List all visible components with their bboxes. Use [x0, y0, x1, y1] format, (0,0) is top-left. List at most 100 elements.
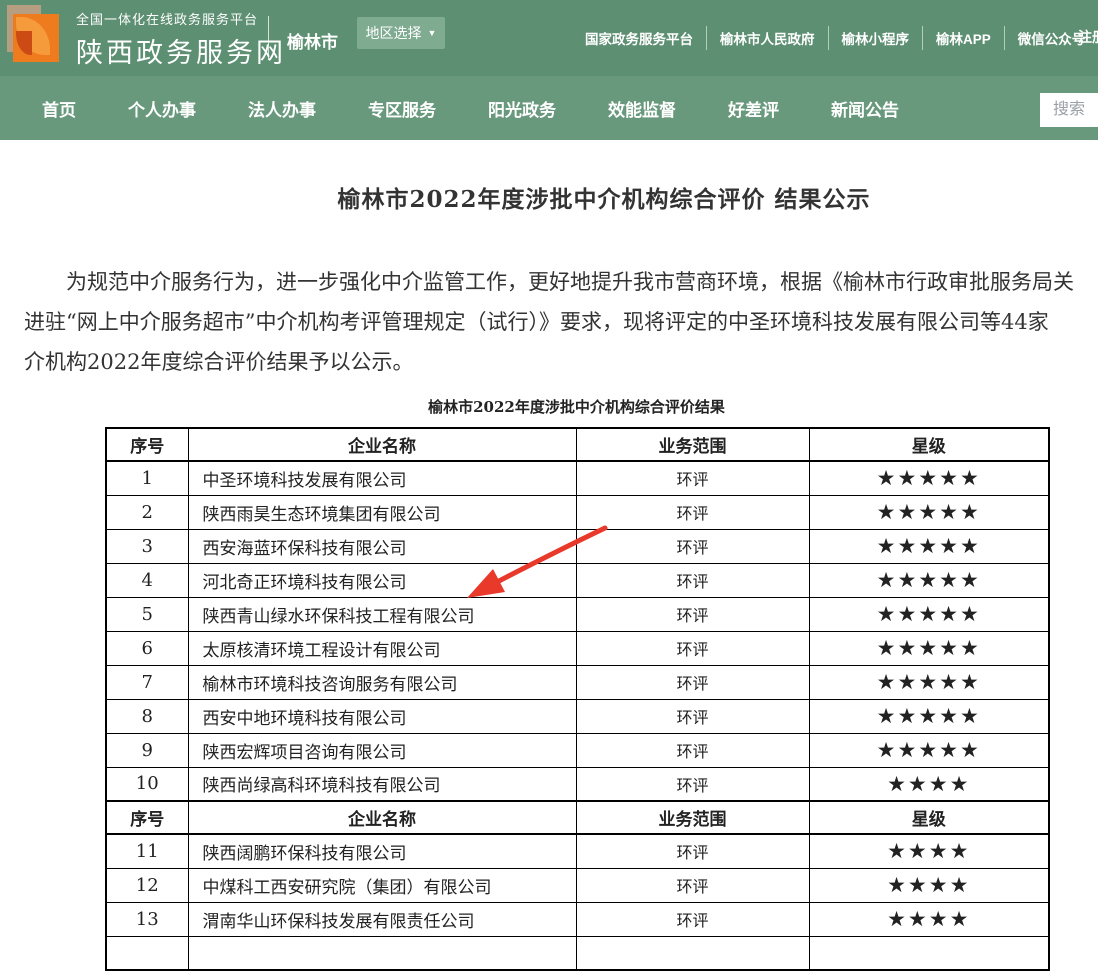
- company-name: 河北奇正环境科技有限公司: [187, 562, 577, 598]
- star-rating: ★★★★: [808, 766, 1050, 802]
- table-row: 6 太原核清环境工程设计有限公司 环评 ★★★★★: [105, 630, 1050, 666]
- company-name: 榆林市环境科技咨询服务有限公司: [187, 664, 577, 700]
- top-header: 全国一体化在线政务服务平台 陕西政务服务网 榆林市 地区选择 ▼ 国家政务服务平…: [0, 0, 1098, 76]
- table-row: 3 西安海蓝环保科技有限公司 环评 ★★★★★: [105, 528, 1050, 564]
- search-input[interactable]: [1040, 93, 1098, 127]
- nav-item-4[interactable]: 阳光政务: [488, 100, 556, 120]
- site-logo-icon: [7, 5, 65, 65]
- table-caption: 榆林市2022年度涉批中介机构综合评价结果: [428, 398, 725, 416]
- table-row: 8 西安中地环境科技有限公司 环评 ★★★★★: [105, 698, 1050, 734]
- business-scope: 环评: [575, 664, 810, 700]
- business-scope: 环评: [575, 528, 810, 564]
- nav-item-1[interactable]: 个人办事: [128, 100, 196, 120]
- row-number: 1: [105, 460, 189, 496]
- header-link-3[interactable]: 榆林APP: [923, 26, 1005, 50]
- table-row: 1 中圣环境科技发展有限公司 环评 ★★★★★: [105, 460, 1050, 496]
- page-title: 榆林市2022年度涉批中介机构综合评价 结果公示: [337, 186, 871, 213]
- company-name: 陕西青山绿水环保科技工程有限公司: [187, 596, 577, 632]
- empty-cell: [187, 935, 577, 971]
- nav-item-2[interactable]: 法人办事: [248, 100, 316, 120]
- article-content: 榆林市2022年度涉批中介机构综合评价 结果公示 为规范中介服务行为，进一步强化…: [24, 184, 1098, 971]
- paragraph-line: 介机构2022年度综合评价结果予以公示。: [24, 350, 414, 374]
- table-header-row: 序号 企业名称 业务范围 星级: [105, 800, 1050, 835]
- register-link[interactable]: 注册: [1078, 29, 1098, 45]
- column-header: 序号: [105, 427, 189, 462]
- table-row: 9 陕西宏辉项目咨询有限公司 环评 ★★★★★: [105, 732, 1050, 768]
- table-row: 10 陕西尚绿高科环境科技有限公司 环评 ★★★★: [105, 766, 1050, 802]
- platform-label: 全国一体化在线政务服务平台: [76, 12, 259, 27]
- table-row: 2 陕西雨昊生态环境集团有限公司 环评 ★★★★★: [105, 494, 1050, 530]
- current-city-label: 榆林市: [287, 33, 338, 52]
- company-name: 陕西雨昊生态环境集团有限公司: [187, 494, 577, 530]
- star-rating: ★★★★: [808, 867, 1050, 903]
- header-divider: [268, 16, 269, 60]
- star-rating: ★★★★★: [808, 630, 1050, 666]
- star-rating: ★★★★★: [808, 664, 1050, 700]
- table-row: 13 渭南华山环保科技发展有限责任公司 环评 ★★★★: [105, 901, 1050, 937]
- company-name: 西安海蓝环保科技有限公司: [187, 528, 577, 564]
- company-name: 中圣环境科技发展有限公司: [187, 460, 577, 496]
- nav-item-7[interactable]: 新闻公告: [831, 100, 899, 120]
- nav-items: 首页 个人办事 法人办事 专区服务 阳光政务 效能监督 好差评 新闻公告: [42, 76, 899, 140]
- row-number: 5: [105, 596, 189, 632]
- business-scope: 环评: [575, 833, 810, 869]
- nav-item-0[interactable]: 首页: [42, 100, 76, 120]
- star-rating: ★★★★★: [808, 494, 1050, 530]
- brand: 全国一体化在线政务服务平台 陕西政务服务网: [76, 9, 286, 70]
- row-number: 10: [105, 766, 189, 802]
- column-header: 业务范围: [575, 427, 810, 462]
- evaluation-table-body: 序号 企业名称 业务范围 星级 1 中圣环境科技发展有限公司 环评 ★★★★★ 2 陕西雨昊生态环…: [105, 427, 1050, 971]
- business-scope: 环评: [575, 630, 810, 666]
- header-link-4[interactable]: 微信公众号: [1017, 32, 1086, 47]
- header-link-2[interactable]: 榆林小程序: [829, 26, 923, 50]
- table-row: 12 中煤科工西安研究院（集团）有限公司 环评 ★★★★: [105, 867, 1050, 903]
- business-scope: 环评: [575, 460, 810, 496]
- star-rating: ★★★★: [808, 901, 1050, 937]
- star-rating: ★★★★★: [808, 596, 1050, 632]
- star-rating: ★★★★★: [808, 562, 1050, 598]
- company-name: 太原核清环境工程设计有限公司: [187, 630, 577, 666]
- business-scope: 环评: [575, 562, 810, 598]
- row-number: 7: [105, 664, 189, 700]
- column-header: 星级: [808, 800, 1050, 835]
- business-scope: 环评: [575, 732, 810, 768]
- region-select-label: 地区选择: [365, 25, 422, 41]
- empty-cell: [808, 935, 1050, 971]
- business-scope: 环评: [575, 596, 810, 632]
- announcement-paragraph: 为规范中介服务行为，进一步强化中介监管工作，更好地提升我市营商环境，根据《榆林市…: [24, 262, 1098, 382]
- paragraph-line: 进驻“网上中介服务超市”中介机构考评管理规定（试行）》要求，现将评定的中圣环境科…: [24, 310, 1049, 334]
- row-number: 3: [105, 528, 189, 564]
- table-row: [105, 935, 1050, 971]
- company-name: 陕西阔鹏环保科技有限公司: [187, 833, 577, 869]
- business-scope: 环评: [575, 494, 810, 530]
- site-name: 陕西政务服务网: [76, 38, 286, 68]
- empty-cell: [575, 935, 810, 971]
- header-links: 国家政务服务平台 榆林市人民政府 榆林小程序 榆林APP 微信公众号: [572, 0, 1098, 76]
- nav-item-3[interactable]: 专区服务: [368, 100, 436, 120]
- company-name: 西安中地环境科技有限公司: [187, 698, 577, 734]
- nav-item-5[interactable]: 效能监督: [608, 100, 676, 120]
- header-link-0[interactable]: 国家政务服务平台: [572, 26, 707, 50]
- business-scope: 环评: [575, 901, 810, 937]
- column-header: 序号: [105, 800, 189, 835]
- header-link-1[interactable]: 榆林市人民政府: [707, 26, 829, 50]
- company-name: 中煤科工西安研究院（集团）有限公司: [187, 867, 577, 903]
- region-select-button[interactable]: 地区选择 ▼: [357, 17, 445, 49]
- star-rating: ★★★★★: [808, 460, 1050, 496]
- row-number: 12: [105, 867, 189, 903]
- row-number: 6: [105, 630, 189, 666]
- company-name: 陕西尚绿高科环境科技有限公司: [187, 766, 577, 802]
- row-number: 8: [105, 698, 189, 734]
- paragraph-line: 为规范中介服务行为，进一步强化中介监管工作，更好地提升我市营商环境，根据《榆林市…: [66, 270, 1074, 294]
- row-number: 11: [105, 833, 189, 869]
- column-header: 星级: [808, 427, 1050, 462]
- star-rating: ★★★★★: [808, 528, 1050, 564]
- row-number: 9: [105, 732, 189, 768]
- nav-item-6[interactable]: 好差评: [728, 100, 779, 120]
- business-scope: 环评: [575, 698, 810, 734]
- company-name: 陕西宏辉项目咨询有限公司: [187, 732, 577, 768]
- row-number: 2: [105, 494, 189, 530]
- column-header: 业务范围: [575, 800, 810, 835]
- company-name: 渭南华山环保科技发展有限责任公司: [187, 901, 577, 937]
- evaluation-table: 序号 企业名称 业务范围 星级 1 中圣环境科技发展有限公司 环评 ★★★★★ 2 陕西雨昊生态环…: [105, 427, 1050, 971]
